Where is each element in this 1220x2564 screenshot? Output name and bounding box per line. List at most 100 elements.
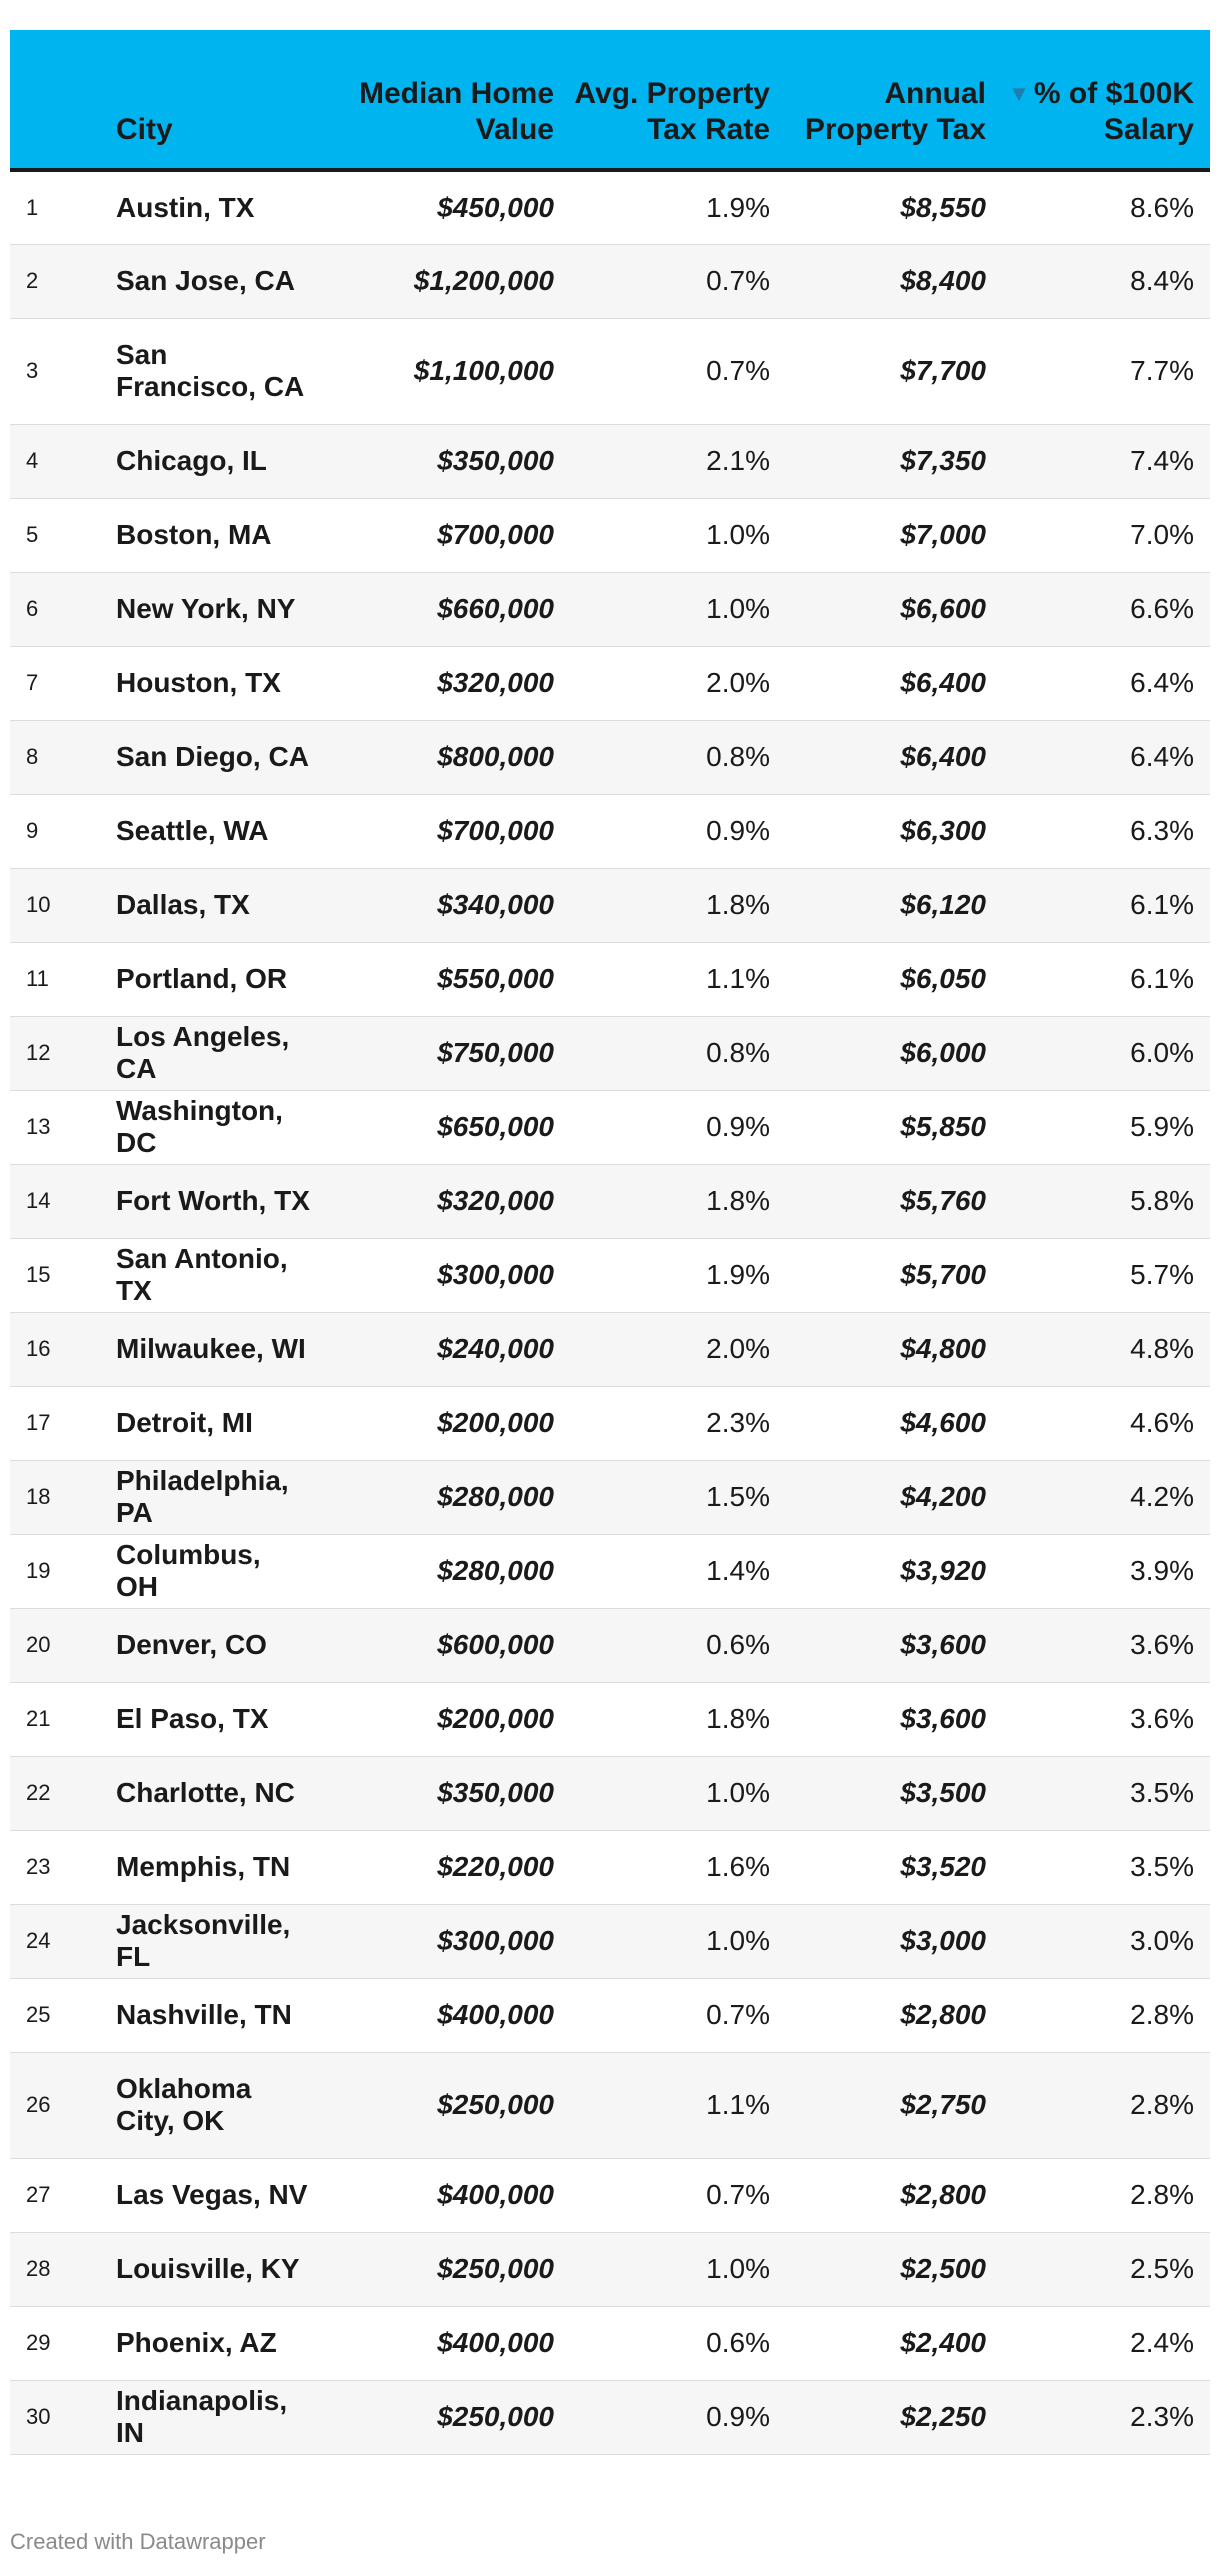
tax-rate-cell: 1.0% <box>706 1777 770 1808</box>
salary-percent-cell: 7.0% <box>1130 519 1194 550</box>
tax-rate-cell: 0.8% <box>706 741 770 772</box>
median-home-value-cell: $350,000 <box>437 445 554 476</box>
salary-percent-cell: 3.6% <box>1130 1703 1194 1734</box>
tax-rate-cell: 1.1% <box>706 2089 770 2120</box>
salary-percent-cell: 2.4% <box>1130 2327 1194 2358</box>
salary-percent-cell: 8.6% <box>1130 191 1194 223</box>
tax-rate-cell: 2.3% <box>706 1407 770 1438</box>
annual-tax-cell: $2,500 <box>900 2253 986 2284</box>
rank-cell: 17 <box>26 1410 51 1435</box>
salary-percent-cell: 7.7% <box>1130 355 1194 386</box>
rank-cell: 2 <box>26 268 39 293</box>
header-percent-of-salary-label: % of $100K Salary <box>1033 77 1194 146</box>
annual-tax-cell: $5,700 <box>900 1259 986 1290</box>
salary-percent-cell: 2.8% <box>1130 2179 1194 2210</box>
city-cell: Oklahoma City, OK <box>116 2073 252 2136</box>
rank-cell: 30 <box>26 2404 51 2429</box>
city-cell: El Paso, TX <box>116 1703 269 1734</box>
city-cell: Dallas, TX <box>116 889 250 920</box>
median-home-value-cell: $250,000 <box>437 2089 554 2120</box>
table-row: 24 Jacksonville, FL $300,000 1.0% $3,000 3.0% <box>10 1904 1210 1978</box>
tax-rate-cell: 2.1% <box>706 445 770 476</box>
median-home-value-cell: $400,000 <box>437 2327 554 2358</box>
tax-rate-cell: 2.0% <box>706 1333 770 1364</box>
annual-tax-cell: $6,600 <box>900 593 986 624</box>
rank-cell: 16 <box>26 1336 51 1361</box>
table-row: 15 San Antonio, TX $300,000 1.9% $5,700 5.7% <box>10 1238 1210 1312</box>
tax-rate-cell: 1.8% <box>706 1185 770 1216</box>
median-home-value-cell: $450,000 <box>437 191 554 223</box>
annual-tax-cell: $6,400 <box>900 741 986 772</box>
salary-percent-cell: 3.0% <box>1130 1925 1194 1956</box>
annual-tax-cell: $6,400 <box>900 667 986 698</box>
median-home-value-cell: $300,000 <box>437 1259 554 1290</box>
median-home-value-cell: $1,100,000 <box>413 355 554 386</box>
tax-rate-cell: 1.0% <box>706 593 770 624</box>
annual-tax-cell: $8,400 <box>900 265 986 296</box>
city-cell: Denver, CO <box>116 1629 267 1660</box>
triangle-down-icon: ▼ <box>1008 81 1030 106</box>
city-cell: Charlotte, NC <box>116 1777 295 1808</box>
salary-percent-cell: 6.4% <box>1130 667 1194 698</box>
median-home-value-cell: $700,000 <box>437 519 554 550</box>
tax-rate-cell: 0.7% <box>706 265 770 296</box>
median-home-value-cell: $200,000 <box>437 1407 554 1438</box>
header-annual-property-tax[interactable]: Annual Property Tax <box>786 30 1002 172</box>
table-row: 3 San Francisco, CA $1,100,000 0.7% $7,700 7.… <box>10 318 1210 424</box>
annual-tax-cell: $3,000 <box>900 1925 986 1956</box>
header-rank[interactable] <box>10 30 116 172</box>
salary-percent-cell: 4.8% <box>1130 1333 1194 1364</box>
salary-percent-cell: 3.9% <box>1130 1555 1194 1586</box>
header-avg-property-tax-rate[interactable]: Avg. Property Tax Rate <box>570 30 786 172</box>
median-home-value-cell: $340,000 <box>437 889 554 920</box>
city-cell: Memphis, TN <box>116 1851 291 1882</box>
table-row: 29 Phoenix, AZ $400,000 0.6% $2,400 2.4% <box>10 2306 1210 2380</box>
tax-rate-cell: 0.9% <box>706 2401 770 2432</box>
salary-percent-cell: 6.4% <box>1130 741 1194 772</box>
rank-cell: 15 <box>26 1262 51 1287</box>
rank-cell: 29 <box>26 2330 51 2355</box>
tax-rate-cell: 1.0% <box>706 1925 770 1956</box>
median-home-value-cell: $650,000 <box>437 1111 554 1142</box>
city-cell: San Diego, CA <box>116 741 309 772</box>
table-row: 10 Dallas, TX $340,000 1.8% $6,120 6.1% <box>10 868 1210 942</box>
rank-cell: 3 <box>26 358 39 383</box>
rank-cell: 12 <box>26 1040 51 1065</box>
table-row: 11 Portland, OR $550,000 1.1% $6,050 6.1% <box>10 942 1210 1016</box>
tax-rate-cell: 1.0% <box>706 519 770 550</box>
salary-percent-cell: 4.2% <box>1130 1481 1194 1512</box>
salary-percent-cell: 6.1% <box>1130 889 1194 920</box>
annual-tax-cell: $6,300 <box>900 815 986 846</box>
city-cell: Indianapolis, IN <box>116 2385 288 2448</box>
header-city[interactable]: City <box>116 30 330 172</box>
annual-tax-cell: $7,000 <box>900 519 986 550</box>
table-row: 13 Washington, DC $650,000 0.9% $5,850 5.9% <box>10 1090 1210 1164</box>
annual-tax-cell: $3,600 <box>900 1629 986 1660</box>
header-percent-of-salary[interactable]: ▼% of $100K Salary <box>1002 30 1210 172</box>
median-home-value-cell: $400,000 <box>437 2179 554 2210</box>
rank-cell: 27 <box>26 2182 51 2207</box>
rank-cell: 26 <box>26 2092 51 2117</box>
rank-cell: 18 <box>26 1484 51 1509</box>
salary-percent-cell: 6.0% <box>1130 1037 1194 1068</box>
table-row: 9 Seattle, WA $700,000 0.9% $6,300 6.3% <box>10 794 1210 868</box>
tax-rate-cell: 1.5% <box>706 1481 770 1512</box>
table-row: 20 Denver, CO $600,000 0.6% $3,600 3.6% <box>10 1608 1210 1682</box>
median-home-value-cell: $550,000 <box>437 963 554 994</box>
table-row: 26 Oklahoma City, OK $250,000 1.1% $2,750 2.8… <box>10 2052 1210 2158</box>
tax-rate-cell: 1.0% <box>706 2253 770 2284</box>
tax-rate-cell: 0.7% <box>706 1999 770 2030</box>
table-row: 23 Memphis, TN $220,000 1.6% $3,520 3.5% <box>10 1830 1210 1904</box>
data-table-container: City Median Home Value Avg. Property Tax… <box>10 30 1210 2455</box>
rank-cell: 24 <box>26 1928 51 1953</box>
rank-cell: 23 <box>26 1854 51 1879</box>
rank-cell: 21 <box>26 1706 51 1731</box>
datawrapper-credit[interactable]: Created with Datawrapper <box>10 2529 266 2554</box>
median-home-value-cell: $320,000 <box>437 1185 554 1216</box>
median-home-value-cell: $280,000 <box>437 1555 554 1586</box>
city-cell: Boston, MA <box>116 519 272 550</box>
table-body: 1 Austin, TX $450,000 1.9% $8,550 8.6% 2 San Jo… <box>10 170 1210 2454</box>
property-tax-table: City Median Home Value Avg. Property Tax… <box>10 30 1210 2455</box>
city-cell: Washington, DC <box>116 1095 283 1158</box>
header-median-home-value[interactable]: Median Home Value <box>330 30 570 172</box>
